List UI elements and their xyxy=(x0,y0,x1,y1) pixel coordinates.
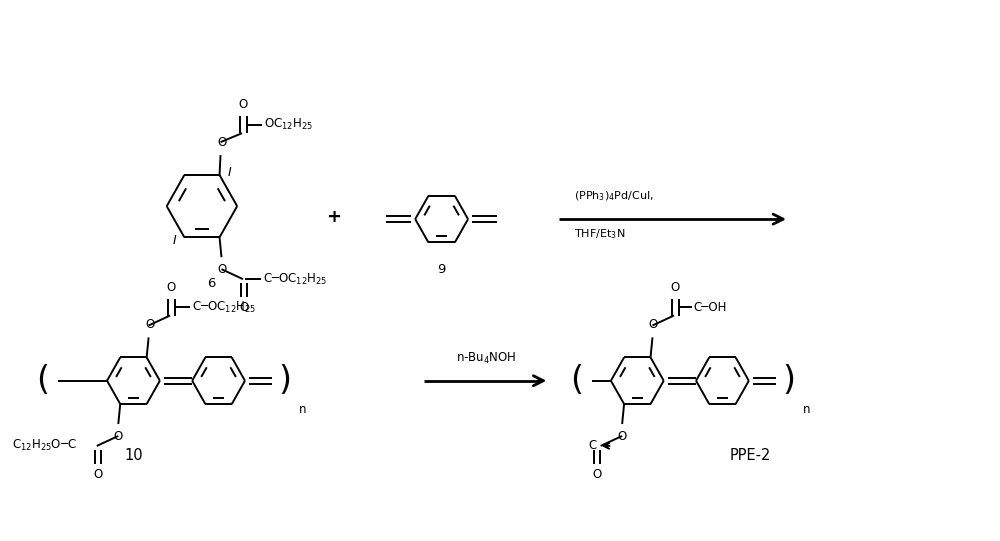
Text: 10: 10 xyxy=(124,448,143,463)
Text: O: O xyxy=(166,281,176,294)
Text: C$_{12}$H$_{25}$O─C: C$_{12}$H$_{25}$O─C xyxy=(12,438,77,453)
Text: n: n xyxy=(803,403,810,415)
Text: n: n xyxy=(299,403,306,415)
Text: +: + xyxy=(327,208,342,226)
Text: (: ( xyxy=(570,364,583,397)
Text: OC$_{12}$H$_{25}$: OC$_{12}$H$_{25}$ xyxy=(264,117,313,132)
Text: C: C xyxy=(588,439,597,452)
Text: 9: 9 xyxy=(437,262,446,275)
Text: O: O xyxy=(649,319,658,332)
Text: 6: 6 xyxy=(208,278,216,291)
Text: O: O xyxy=(218,263,227,276)
Text: ): ) xyxy=(782,364,795,397)
Text: C─OH: C─OH xyxy=(694,300,727,314)
Text: O: O xyxy=(217,136,226,149)
Text: O: O xyxy=(239,301,249,314)
Text: O: O xyxy=(670,281,680,294)
Text: O: O xyxy=(114,430,123,443)
Text: O: O xyxy=(592,468,601,481)
Text: PPE-2: PPE-2 xyxy=(729,448,771,463)
Text: I: I xyxy=(173,234,176,247)
Text: C─OC$_{12}$H$_{25}$: C─OC$_{12}$H$_{25}$ xyxy=(263,272,327,287)
Text: O: O xyxy=(618,430,627,443)
Text: O: O xyxy=(145,319,154,332)
Text: C─OC$_{12}$H$_{25}$: C─OC$_{12}$H$_{25}$ xyxy=(192,300,256,314)
Text: n-Bu$_4$NOH: n-Bu$_4$NOH xyxy=(456,351,517,366)
Text: (: ( xyxy=(36,364,49,397)
Text: THF/Et$_3$N: THF/Et$_3$N xyxy=(574,227,625,241)
Text: O: O xyxy=(93,468,102,481)
Text: I: I xyxy=(227,166,231,179)
Text: O: O xyxy=(238,98,248,111)
Text: (PPh$_3$)$_4$Pd/CuI,: (PPh$_3$)$_4$Pd/CuI, xyxy=(574,189,654,203)
Text: ): ) xyxy=(279,364,292,397)
